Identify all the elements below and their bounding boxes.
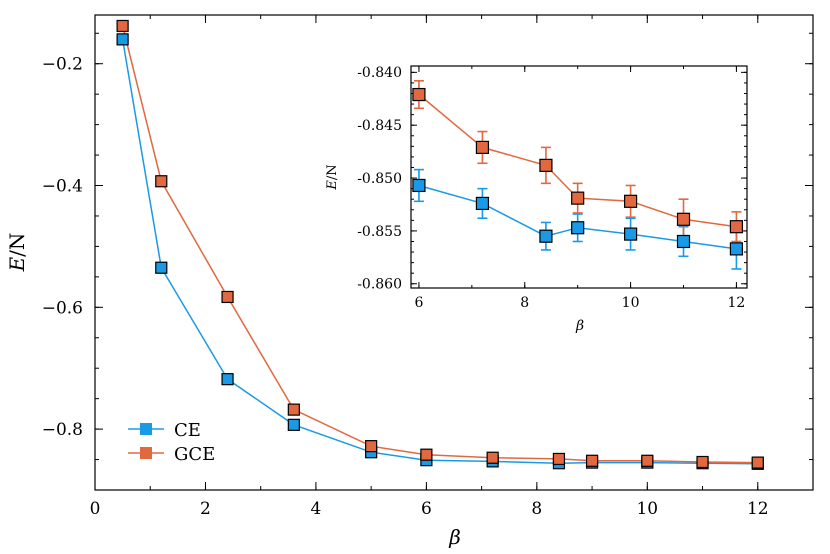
main-point-gce (116, 19, 129, 33)
main-y-axis-label-rest: /N (5, 233, 29, 257)
main-x-tick-label: 2 (200, 499, 211, 519)
legend-label-ce: CE (174, 420, 201, 441)
main-y-tick-label: −0.6 (42, 298, 83, 318)
main-y-tick-label: −0.4 (42, 176, 83, 196)
main-point-gce (641, 454, 654, 467)
main-point-gce (486, 451, 499, 464)
main-point-ce (155, 261, 168, 274)
inset-point-ce (571, 221, 585, 235)
main-point-gce (420, 448, 433, 461)
inset-point-ce (475, 196, 490, 211)
inset-x-axis-label: β (575, 318, 584, 334)
inset-series-markers (412, 87, 744, 256)
main-point-gce (585, 454, 599, 467)
inset-y-tick-label: -0.855 (357, 224, 402, 240)
main-x-tick-label: 6 (421, 499, 432, 519)
main-plot: 0 2 4 6 8 10 12 −0.2 −0.4 −0.6 −0.8 β E/N (5, 14, 814, 549)
main-series-markers (116, 19, 764, 470)
main-x-tick-label: 0 (90, 499, 101, 519)
inset-y-axis-label-italic: E (325, 180, 340, 191)
main-series-line-gce (121, 25, 758, 464)
main-point-ce (221, 373, 234, 386)
inset-y-axis: -0.840 -0.845 -0.850 -0.855 -0.860 (357, 65, 747, 293)
main-point-gce (287, 403, 300, 416)
main-y-axis: −0.2 −0.4 −0.6 −0.8 (42, 32, 813, 491)
inset-point-ce (539, 229, 553, 243)
legend-marker-gce (140, 447, 152, 459)
inset-x-tick-label: 10 (622, 295, 640, 311)
main-point-ce (287, 418, 300, 431)
inset-y-tick-label: -0.860 (357, 277, 402, 293)
legend-item-gce: GCE (128, 444, 215, 465)
main-y-tick-label: −0.8 (42, 420, 83, 440)
inset-point-ce (412, 178, 426, 193)
main-x-tick-label: 12 (747, 499, 769, 519)
inset-point-ce (623, 227, 638, 241)
inset-point-gce (676, 212, 691, 226)
inset-point-gce (475, 140, 490, 154)
inset-point-ce (729, 242, 744, 256)
inset-point-gce (539, 158, 553, 172)
main-y-axis-label: E/N (5, 233, 29, 273)
legend-item-ce: CE (128, 420, 201, 441)
main-point-gce (696, 455, 709, 469)
inset-plot-frame (410, 65, 748, 289)
main-x-tick-label: 4 (311, 499, 322, 519)
main-y-tick-label: −0.2 (42, 55, 83, 75)
legend: CE GCE (128, 420, 215, 465)
main-point-ce (116, 33, 129, 46)
legend-marker-ce (140, 423, 152, 435)
inset-point-gce (412, 87, 426, 102)
main-x-axis-label: β (448, 525, 461, 549)
inset-x-tick-label: 12 (728, 295, 746, 311)
main-point-gce (155, 175, 168, 188)
main-point-gce (365, 440, 378, 453)
inset-y-axis-label: E/N (325, 164, 340, 190)
inset-point-gce (571, 191, 585, 205)
main-y-axis-label-italic: E (5, 256, 29, 272)
inset-plot: 6 8 10 12 -0.840-0.845-0.850-0.855-0.860 β … (325, 65, 748, 334)
inset-point-gce (729, 220, 744, 234)
main-x-axis: 0 2 4 6 8 10 12 (90, 15, 814, 519)
inset-x-tick-label: 6 (414, 295, 423, 311)
main-series-line-ce (121, 39, 758, 465)
inset-x-tick-label: 8 (520, 295, 529, 311)
legend-label-gce: GCE (174, 444, 215, 465)
inset-y-axis-label-rest: /N (325, 164, 340, 180)
main-point-gce (221, 290, 234, 304)
inset-point-gce (623, 194, 638, 208)
main-plot-frame (94, 14, 814, 491)
main-series-lines (121, 25, 758, 465)
inset-y-tick-label: -0.845 (357, 118, 402, 134)
main-point-gce (751, 456, 764, 469)
main-x-tick-label: 10 (636, 499, 658, 519)
inset-y-tick-label: -0.840 (357, 65, 402, 81)
inset-x-axis: 6 8 10 12 (414, 66, 745, 311)
main-x-tick-label: 8 (531, 499, 542, 519)
inset-point-ce (676, 234, 691, 249)
inset-y-tick-label: -0.850 (357, 171, 402, 187)
main-point-gce (552, 452, 566, 466)
